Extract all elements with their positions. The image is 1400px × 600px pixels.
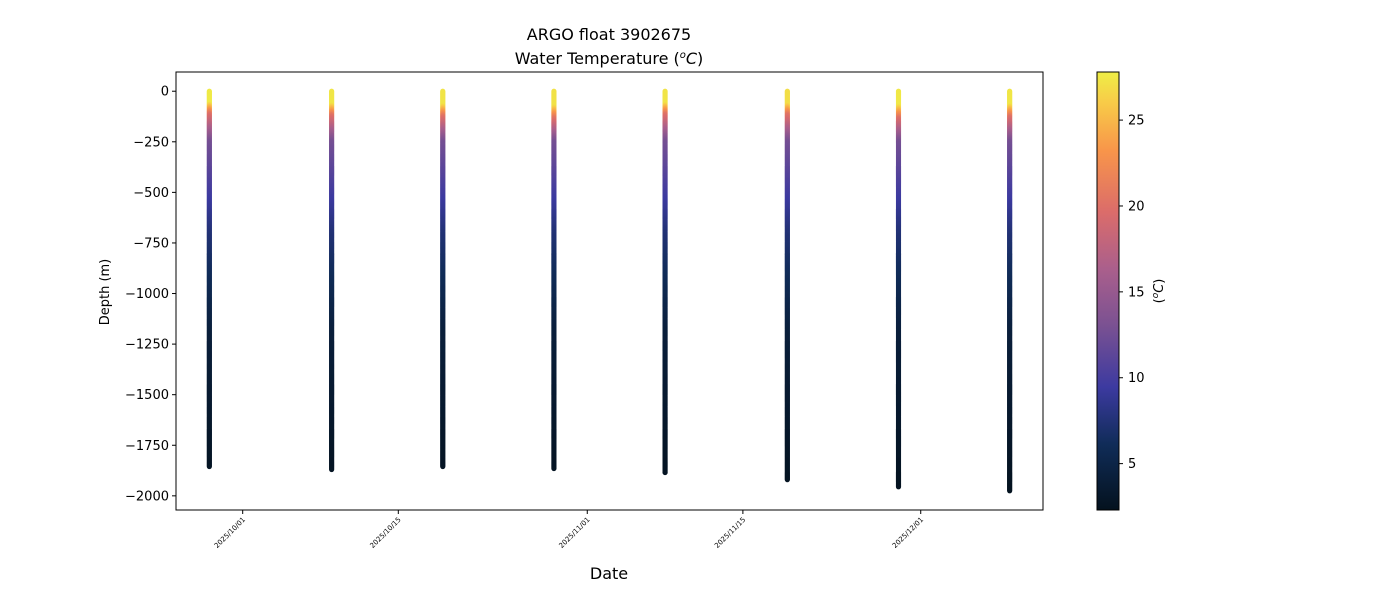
y-tick-label: −500 (133, 186, 169, 201)
profile-2025-11-29 (895, 88, 902, 490)
y-tick-label: −750 (133, 236, 169, 251)
y-tick-label: −1000 (125, 287, 169, 302)
profile-2025-10-29 (551, 88, 557, 472)
profile-2025-11-19 (784, 88, 790, 483)
profiles-layer (206, 88, 1013, 494)
y-tick-label: −1500 (125, 388, 169, 403)
y-axis: 0 −250 −500 −750 −1000 −1250 −1500 −1750 −2000 (125, 85, 176, 504)
colorbar-tick-label: 20 (1128, 199, 1145, 214)
x-tick-label: 2025/11/15 (713, 516, 747, 550)
x-axis: 2025/10/01 2025/10/15 2025/11/01 2025/11/15… (213, 510, 925, 550)
colorbar-label-open: ( (1152, 298, 1167, 303)
profile-point (551, 465, 557, 472)
profile-point (784, 477, 790, 483)
colorbar-label: (oC) (1151, 279, 1167, 304)
y-tick-label: −250 (133, 135, 169, 150)
profile-point (1007, 488, 1013, 494)
y-tick-label: −2000 (125, 489, 169, 504)
colorbar-tick-label: 15 (1128, 285, 1145, 300)
colorbar-tick-label: 10 (1128, 371, 1145, 386)
colorbar-tick-label: 5 (1128, 457, 1136, 472)
chart-title: ARGO float 3902675 (527, 25, 691, 44)
y-tick-label: −1750 (125, 439, 169, 454)
colorbar-label-close: ) (1152, 279, 1167, 284)
profile-point (329, 466, 335, 473)
x-tick-label: 2025/10/01 (213, 516, 247, 550)
colorbar-label-unit: C (1152, 283, 1167, 293)
colorbar-tick-label: 25 (1128, 114, 1145, 129)
colorbar (1096, 71, 1120, 511)
chart-subtitle-unit: C (686, 49, 698, 68)
profile-point (662, 469, 668, 476)
y-axis-label: Depth (m) (98, 259, 113, 326)
profile-2025-12-09 (1007, 88, 1013, 494)
profile-point (440, 463, 446, 470)
profile-point (895, 484, 902, 490)
profile-2025-11-08 (662, 88, 668, 476)
x-tick-label: 2025/12/01 (891, 516, 925, 550)
colorbar-ticks: 5 10 15 20 25 (1119, 114, 1145, 472)
profile-2025-09-28 (206, 88, 212, 470)
plot-frame (175, 71, 1044, 511)
x-axis-label: Date (590, 564, 628, 583)
y-tick-label: −1250 (125, 338, 169, 353)
chart-subtitle-text: Water Temperature ( (515, 49, 680, 68)
x-tick-label: 2025/11/01 (557, 516, 591, 550)
profile-2025-10-09 (329, 88, 335, 473)
profile-2025-10-19 (440, 88, 446, 470)
profile-point (206, 463, 212, 470)
x-tick-label: 2025/10/15 (369, 516, 403, 550)
chart-subtitle-close: ) (697, 49, 703, 68)
chart-subtitle: Water Temperature (oC) (515, 49, 704, 68)
y-tick-label: 0 (161, 85, 169, 100)
